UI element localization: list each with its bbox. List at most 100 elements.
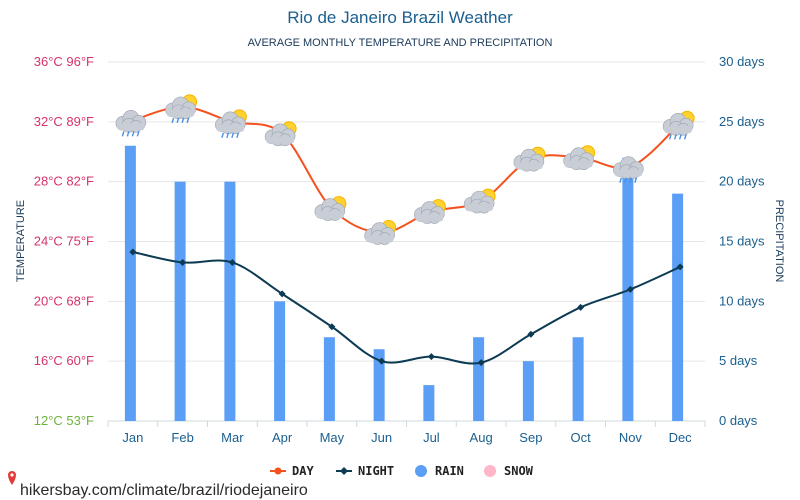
- watermark-text: hikersbay.com/climate/brazil/riodejaneir…: [20, 482, 308, 499]
- y-tick-label-precipitation: 10 days: [719, 293, 765, 308]
- legend-item-day: DAY: [270, 464, 314, 478]
- night-point: [676, 263, 684, 271]
- x-tick-label: Feb: [171, 430, 193, 445]
- y-tick-label-temperature: 28°C 82°F: [34, 174, 94, 189]
- x-tick-label: Dec: [669, 430, 693, 445]
- x-tick-label: Apr: [272, 430, 293, 445]
- rain-drop: [181, 117, 185, 124]
- y-tick-label-precipitation: 20 days: [719, 174, 765, 189]
- rain-bar: [572, 337, 584, 421]
- cloud-base: [465, 204, 494, 212]
- cloud-base: [166, 109, 195, 117]
- rain-bar: [522, 361, 534, 421]
- night-point: [278, 290, 286, 298]
- x-tick-label: Oct: [571, 430, 592, 445]
- sun-cloud-icon: [563, 145, 596, 171]
- weather-icons: [115, 94, 695, 245]
- x-tick-label: Mar: [221, 430, 244, 445]
- cloud-base: [266, 136, 295, 144]
- y-tick-label-precipitation: 5 days: [719, 353, 758, 368]
- night-point: [577, 303, 585, 311]
- rain-drop: [221, 132, 225, 139]
- rain-bar: [224, 181, 236, 421]
- rain-drop: [186, 117, 190, 124]
- night-point: [328, 323, 336, 331]
- y-tick-label-temperature: 12°C 53°F: [34, 413, 94, 428]
- y-tick-label-precipitation: 25 days: [719, 114, 765, 129]
- rain-drop: [231, 132, 235, 139]
- rain-cloud-icon: [115, 110, 147, 137]
- rain-bar: [274, 301, 286, 421]
- x-tick-label: Nov: [619, 430, 643, 445]
- rain-bars: [124, 145, 684, 421]
- chart-subtitle: AVERAGE MONTHLY TEMPERATURE AND PRECIPIT…: [248, 37, 553, 49]
- location-pin-icon: [8, 471, 16, 485]
- chart-title: Rio de Janeiro Brazil Weather: [287, 8, 513, 27]
- right-axis-title: PRECIPITATION: [773, 200, 785, 283]
- cloud-base: [116, 123, 145, 131]
- rain-drop: [226, 132, 230, 139]
- sun-rain-cloud-icon: [165, 94, 198, 124]
- cloud-base: [365, 235, 394, 243]
- rain-drop: [668, 134, 672, 140]
- night-point: [179, 258, 187, 266]
- cloud-base: [315, 211, 344, 219]
- y-tick-label-precipitation: 0 days: [719, 413, 758, 428]
- sun-rain-cloud-icon: [662, 110, 695, 140]
- rain-bar: [423, 385, 435, 421]
- legend-item-snow: SNOW: [484, 464, 534, 478]
- y-tick-label-temperature: 36°C 96°F: [34, 54, 94, 69]
- x-tick-label: Aug: [470, 430, 493, 445]
- rain-drop: [171, 117, 175, 124]
- legend-item-night: NIGHT: [336, 464, 394, 478]
- rain-drop: [683, 134, 687, 140]
- rain-drop: [121, 131, 125, 137]
- y-tick-label-temperature: 16°C 60°F: [34, 353, 94, 368]
- left-axis-title: TEMPERATURE: [15, 200, 27, 282]
- night-point: [378, 357, 386, 365]
- y-tick-label-precipitation: 30 days: [719, 54, 765, 69]
- x-tick-label: Jun: [371, 430, 392, 445]
- rain-drop: [136, 131, 140, 137]
- cloud-base: [614, 169, 643, 177]
- night-series-line: [132, 250, 681, 365]
- legend-label-night: NIGHT: [358, 464, 394, 478]
- rain-bar: [323, 337, 335, 421]
- rain-bar: [373, 349, 385, 421]
- legend-snow-circle-icon: [484, 465, 496, 477]
- rain-drop: [619, 177, 623, 183]
- legend-night-diamond-icon: [340, 467, 348, 475]
- rain-drop: [131, 131, 135, 137]
- night-point: [527, 330, 535, 338]
- cloud-base: [514, 162, 543, 170]
- rain-drop: [629, 177, 633, 183]
- rain-bar: [672, 193, 684, 421]
- x-tick-label: Jan: [122, 430, 143, 445]
- rain-bar: [174, 181, 186, 421]
- sun-cloud-icon: [463, 188, 496, 214]
- night-point: [228, 258, 236, 266]
- watermark[interactable]: hikersbay.com/climate/brazil/riodejaneir…: [8, 471, 308, 499]
- sun-rain-cloud-icon: [215, 109, 247, 139]
- night-point: [477, 359, 485, 367]
- x-tick-label: Sep: [519, 430, 542, 445]
- rain-drop: [678, 134, 682, 140]
- y-tick-label-temperature: 20°C 68°F: [34, 293, 94, 308]
- sun-cloud-icon: [414, 199, 446, 224]
- legend-rain-circle-icon: [415, 465, 427, 477]
- rain-cloud-icon: [613, 156, 644, 183]
- legend-label-day: DAY: [292, 464, 314, 478]
- rain-drop: [236, 132, 240, 139]
- rain-drop: [673, 134, 677, 140]
- chart-legend: DAY NIGHT RAIN SNOW: [270, 464, 534, 478]
- x-tick-label: Jul: [423, 430, 440, 445]
- night-point: [626, 285, 634, 293]
- rain-drop: [176, 117, 180, 124]
- y-tick-label-precipitation: 15 days: [719, 234, 765, 249]
- legend-item-rain: RAIN: [415, 464, 464, 478]
- sun-cloud-icon: [314, 196, 347, 221]
- axis-ticks: 12°C 53°F 16°C 60°F 20°C 68°F 24°C 75°F 28°C…: [34, 54, 765, 445]
- y-tick-label-temperature: 32°C 89°F: [34, 114, 94, 129]
- temperature-lines: [129, 105, 684, 367]
- x-tick-label: May: [320, 430, 345, 445]
